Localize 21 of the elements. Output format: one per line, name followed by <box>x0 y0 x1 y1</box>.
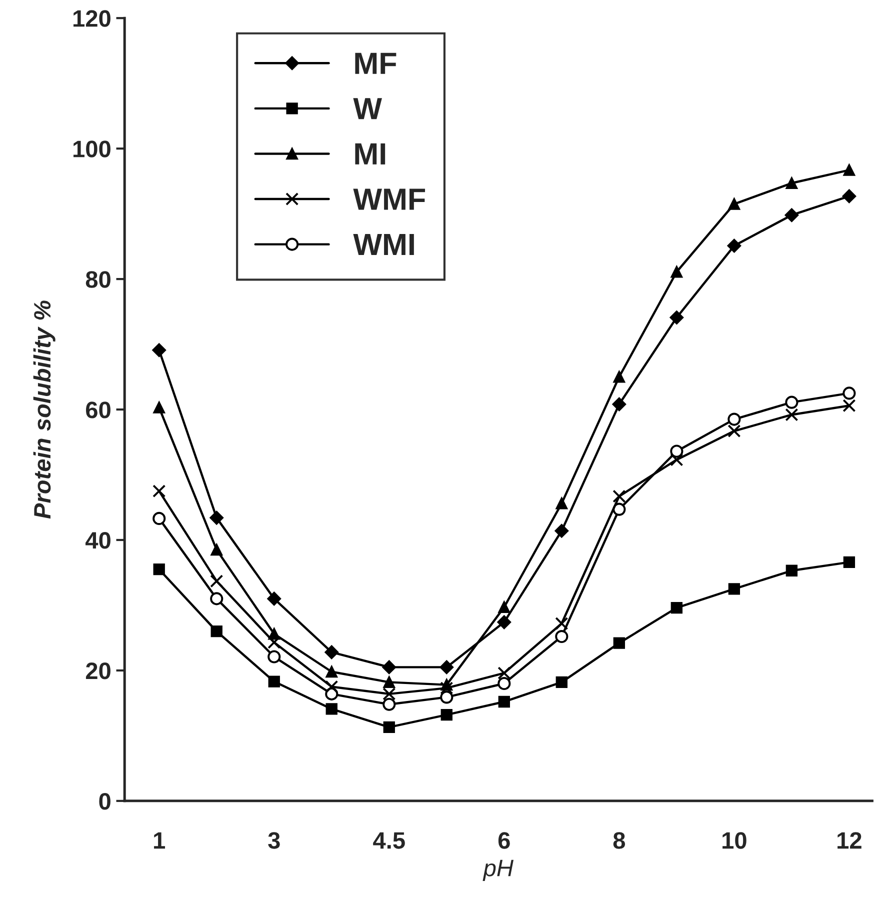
y-tick-label: 60 <box>86 402 110 418</box>
legend-label: MF <box>355 52 396 74</box>
y-tick-label: 0 <box>99 792 110 810</box>
legend-label: MI <box>355 143 386 164</box>
x-tick-label: 6 <box>498 832 510 849</box>
x-tick-label: 8 <box>613 832 626 849</box>
y-axis-title: Protein solubility % <box>33 300 56 519</box>
y-tick-label: 100 <box>74 140 110 158</box>
x-axis-title: pH <box>482 860 514 882</box>
x-tick-label: 1 <box>154 832 166 849</box>
y-tick-label: 40 <box>86 532 110 549</box>
x-tick-label: 12 <box>838 832 862 849</box>
legend-label: WMF <box>353 188 426 210</box>
y-tick-label: 120 <box>74 10 110 27</box>
x-tick-label: 3 <box>268 832 280 849</box>
x-tick-label: 4.5 <box>373 832 405 849</box>
x-tick-label: 10 <box>722 832 746 849</box>
legend-label: WMI <box>353 234 414 256</box>
y-tick-label: 80 <box>86 271 110 288</box>
y-tick-label: 20 <box>86 662 110 680</box>
legend-label: W <box>353 98 382 120</box>
